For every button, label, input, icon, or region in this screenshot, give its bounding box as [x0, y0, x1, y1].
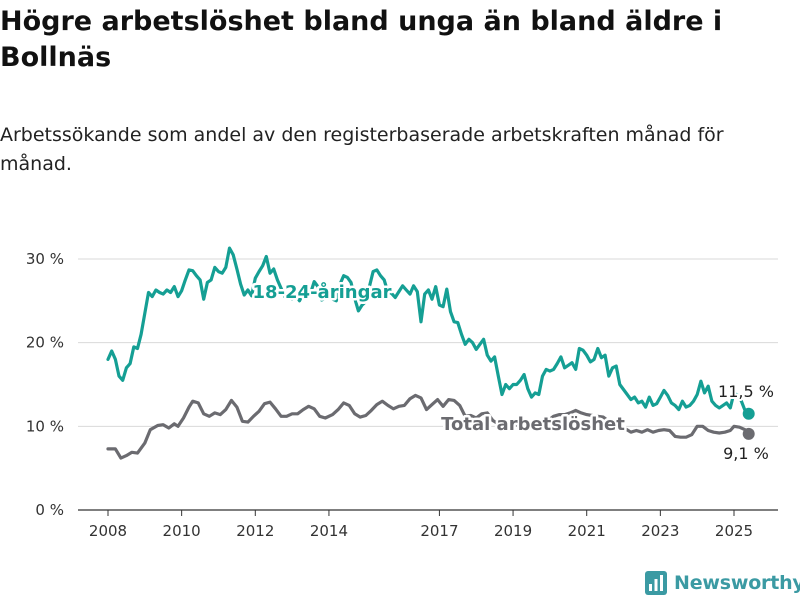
youth-end-point — [742, 407, 755, 420]
x-tick-label: 2010 — [163, 522, 201, 540]
y-tick-label: 0 % — [35, 501, 64, 519]
x-tick-label: 2017 — [420, 522, 458, 540]
chart-title: Högre arbetslöshet bland unga än bland ä… — [0, 6, 723, 73]
chart-subtitle: Arbetssökande som andel av den registerb… — [0, 124, 724, 175]
total-last-value-label: 9,1 % — [723, 444, 769, 463]
y-tick-label: 20 % — [26, 334, 64, 352]
x-tick-label: 2025 — [715, 522, 753, 540]
series-labels: 18-24-åringar Total arbetslöshet 11,5 % … — [250, 279, 776, 466]
series-label-youth: 18-24-åringar — [253, 281, 392, 303]
series-label-total: Total arbetslöshet — [441, 414, 625, 435]
series-line-youth — [106, 246, 751, 416]
gridlines — [78, 258, 778, 427]
youth-last-value-label: 11,5 % — [718, 382, 774, 401]
newsworthy-bar-chart-icon — [645, 571, 667, 595]
x-tick-label: 2023 — [641, 522, 679, 540]
x-tick-label: 2012 — [236, 522, 274, 540]
series-lines — [106, 246, 755, 460]
total-end-point — [742, 427, 755, 440]
x-tick-label: 2019 — [494, 522, 532, 540]
y-tick-label: 30 % — [26, 250, 64, 268]
series-line-total — [106, 393, 751, 460]
x-tick-label: 2008 — [89, 522, 127, 540]
x-tick-label: 2014 — [310, 522, 348, 540]
axes: 0 % 10 % 20 % 30 % 2008 2010 2012 2014 2017 2019 2… — [26, 250, 778, 540]
newsworthy-brand: Newsworthy — [645, 568, 800, 598]
x-tick-label: 2021 — [568, 522, 606, 540]
y-tick-label: 10 % — [26, 417, 64, 435]
brand-name: Newsworthy — [674, 572, 800, 594]
